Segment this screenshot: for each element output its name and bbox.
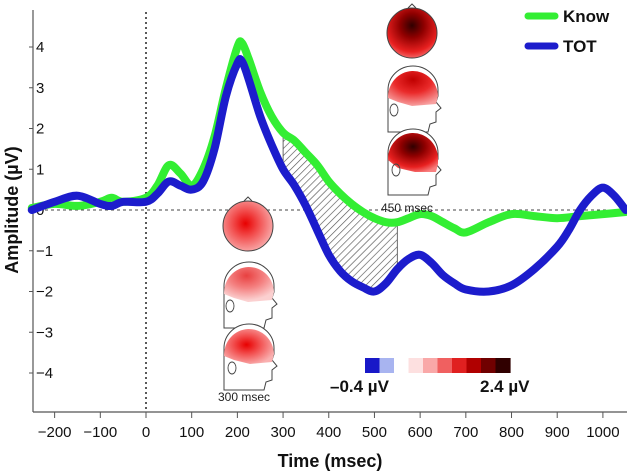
scalp-map-side-view-2 [223,323,278,391]
colorbar-cell [437,358,453,373]
x-tick-label: 300 [271,424,296,441]
scalp-maps-300 [222,196,278,391]
y-tick-label: 4 [36,39,44,56]
x-tick-label: 700 [453,424,478,441]
annotation-300-msec: 300 msec [218,390,270,404]
colorbar-cell [379,358,395,373]
legend-label-tot: TOT [563,37,597,56]
colorbar-cell [394,358,410,373]
scalp-map-side-view-2 [387,128,442,196]
colorbar-cell [466,358,482,373]
series-line-tot [27,55,627,296]
y-tick-label: 2 [36,121,44,138]
x-tick-label: 800 [499,424,524,441]
x-tick-label: −100 [83,424,117,441]
legend: Know TOT [524,7,610,56]
y-axis-title: Amplitude (µV) [2,146,22,273]
colorbar-cell [481,358,497,373]
y-tick-label: −2 [36,284,53,301]
x-tick-label: 900 [545,424,570,441]
colorbar-cell [423,358,439,373]
scalp-map-top-view [222,196,274,252]
y-tick-label: −1 [36,243,53,260]
colorbar: –0.4 µV 2.4 µV [330,358,530,396]
x-tick-label: 600 [408,424,433,441]
x-tick-label: 200 [225,424,250,441]
colorbar-cell [452,358,468,373]
y-tick-label: 3 [36,80,44,97]
x-tick-label: −200 [38,424,72,441]
scalp-map-top-view [386,3,438,59]
y-tick-label: −3 [36,324,53,341]
legend-label-know: Know [563,7,610,26]
scalp-map-side-view [387,65,442,133]
y-tick-label: −4 [36,365,53,382]
y-tick-label: 1 [36,161,44,178]
x-tick-label: 0 [142,424,150,441]
scalp-map-side-view [223,261,278,329]
colorbar-cell [495,358,511,373]
colorbar-min-label: –0.4 µV [330,377,390,396]
x-tick-label: 400 [316,424,341,441]
x-tick-label: 500 [362,424,387,441]
colorbar-max-label: 2.4 µV [480,377,530,396]
x-tick-label: 1000 [586,424,619,441]
colorbar-cell [365,358,381,373]
series-line-know [27,37,627,237]
scalp-maps-450 [386,3,442,196]
colorbar-cell [408,358,424,373]
x-tick-label: 100 [179,424,204,441]
annotation-450-msec: 450 msec [381,201,433,215]
x-axis-title: Time (msec) [278,451,383,471]
